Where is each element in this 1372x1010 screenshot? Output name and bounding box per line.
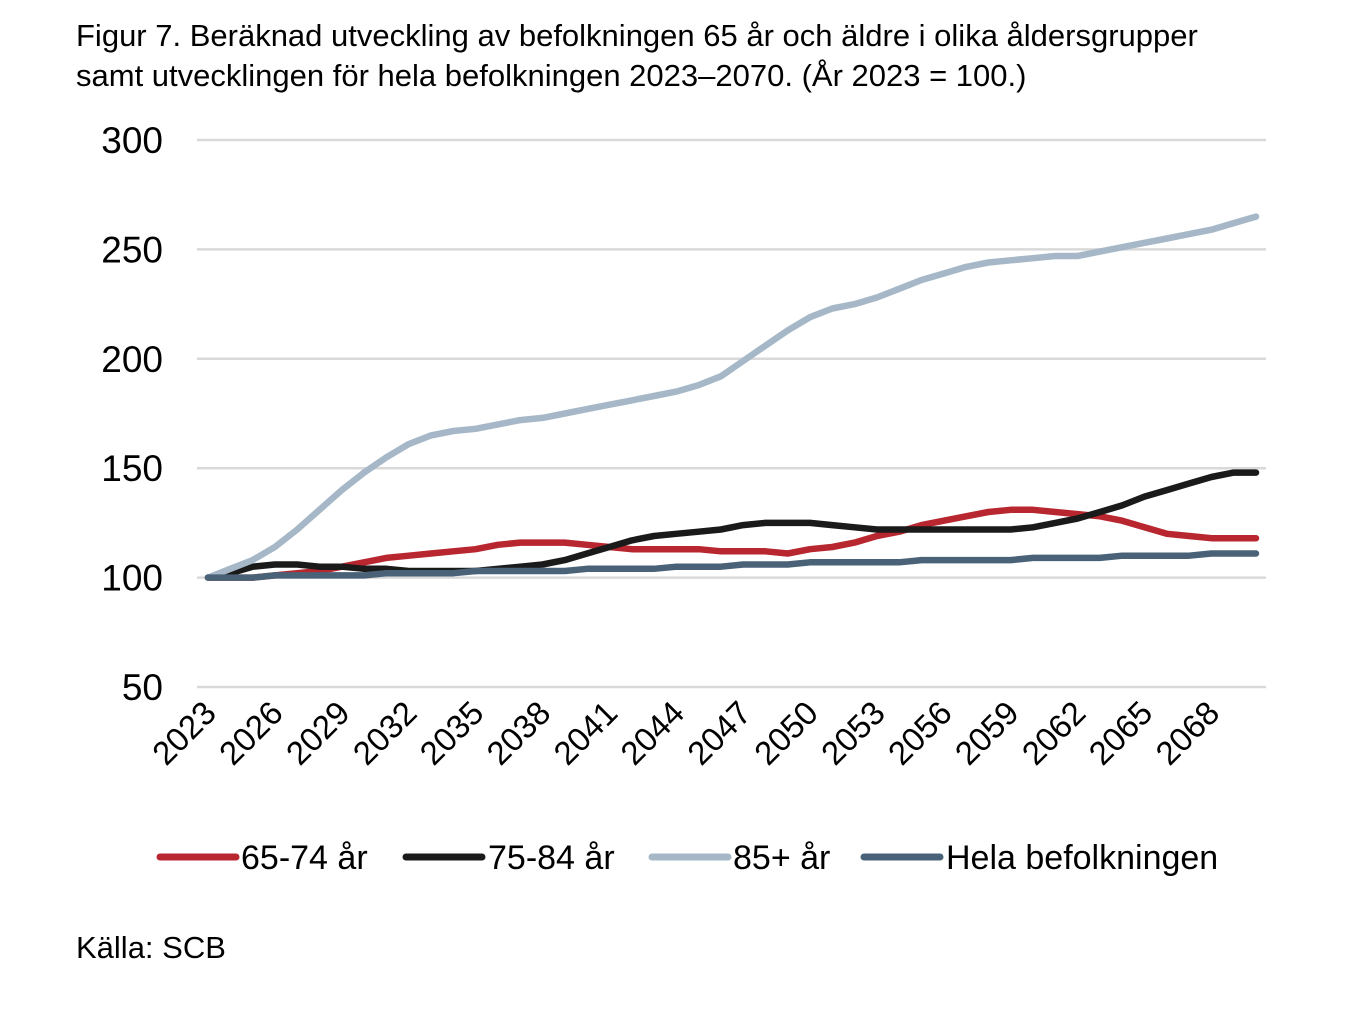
x-tick-label: 2053 xyxy=(814,694,892,772)
chart-title: Figur 7. Beräknad utveckling av befolkni… xyxy=(76,16,1356,96)
series-lines xyxy=(204,213,1260,581)
x-tick-label: 2062 xyxy=(1014,694,1092,772)
chart-title-line-1: Figur 7. Beräknad utveckling av befolkni… xyxy=(76,18,1198,53)
x-tick-label: 2029 xyxy=(279,694,357,772)
x-tick-label: 2059 xyxy=(948,694,1026,772)
x-axis-ticks: 2023202620292032203520382041204420472050… xyxy=(145,694,1226,772)
chart-title-line-2: samt utvecklingen för hela befolkningen … xyxy=(76,58,1027,93)
x-tick-label: 2026 xyxy=(212,694,290,772)
series-line-1 xyxy=(204,469,1260,581)
x-tick-label: 2068 xyxy=(1148,694,1226,772)
source-note: Källa: SCB xyxy=(76,930,226,965)
legend-label-2: 85+ år xyxy=(733,839,830,877)
y-tick-label: 200 xyxy=(101,339,163,380)
x-tick-label: 2032 xyxy=(346,694,424,772)
gridlines xyxy=(197,138,1266,689)
y-tick-label: 300 xyxy=(101,120,163,161)
x-tick-label: 2041 xyxy=(546,694,624,772)
x-tick-label: 2056 xyxy=(881,694,959,772)
series-line-3 xyxy=(204,550,1260,581)
y-tick-label: 50 xyxy=(122,667,163,708)
y-tick-label: 250 xyxy=(101,229,163,270)
x-tick-label: 2050 xyxy=(747,694,825,772)
legend: 65-74 år 75-84 år 85+ år Hela befolkningen xyxy=(156,839,1218,877)
legend-label-3: Hela befolkningen xyxy=(946,839,1218,877)
y-tick-label: 150 xyxy=(101,448,163,489)
series-line-2 xyxy=(204,213,1260,581)
legend-label-0: 65-74 år xyxy=(241,839,368,877)
x-tick-label: 2047 xyxy=(680,694,758,772)
x-tick-label: 2038 xyxy=(479,694,557,772)
y-tick-label: 100 xyxy=(101,558,163,599)
x-tick-label: 2065 xyxy=(1081,694,1159,772)
x-tick-label: 2044 xyxy=(613,694,691,772)
x-tick-label: 2035 xyxy=(412,694,490,772)
y-axis-ticks: 50 100 150 200 250 300 xyxy=(101,120,163,708)
legend-label-1: 75-84 år xyxy=(488,839,615,877)
